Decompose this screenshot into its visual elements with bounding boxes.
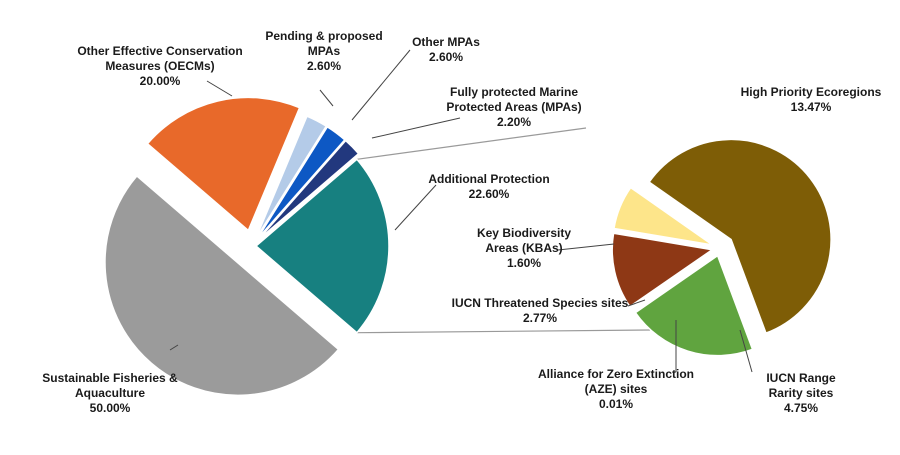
name-label: IUCN Threatened Species sites (452, 296, 629, 310)
sub-slice-iucn-range-rarity-sites (634, 254, 754, 357)
main-slice-additional-protection (254, 158, 390, 334)
name-label: Pending & proposed (265, 29, 382, 43)
value-label: 4.75% (784, 401, 818, 415)
sub-label-iucn-threatened-species-sites: IUCN Threatened Species sites 2.77% (452, 296, 629, 325)
main-label-pending-proposed-mpas: Pending & proposed MPAs 2.60% (265, 29, 382, 73)
main-slice-other-effective-conservation-measures-oecms (146, 96, 301, 232)
main-leader-additional-protection (394, 184, 437, 231)
sub-leader-iucn-threatened-species-sites (627, 299, 646, 307)
value-label: 50.00% (90, 401, 131, 415)
main-label-other-effective-conservation-measures-oecms: Other Effective Conservation Measures (OE… (77, 44, 242, 88)
name-label: Alliance for Zero Extinction (538, 367, 694, 381)
main-label-additional-protection: Additional Protection 22.60% (428, 172, 549, 201)
name-label: (AZE) sites (585, 382, 648, 396)
name-label: Measures (OECMs) (105, 59, 214, 73)
sub-leader-iucn-range-rarity-sites (739, 329, 753, 373)
sub-label-iucn-range-rarity-sites: IUCN Range Rarity sites 4.75% (766, 371, 836, 415)
name-label: Key Biodiversity (477, 226, 571, 240)
leader-lines (169, 49, 753, 373)
name-label: Other MPAs (412, 35, 480, 49)
main-leader-sustainable-fisheries-aquaculture (169, 344, 179, 351)
value-label: 2.60% (429, 50, 463, 64)
sub-leader-key-biodiversity-areas-kbas (557, 243, 615, 251)
name-label: Aquaculture (75, 386, 145, 400)
name-label: MPAs (308, 44, 341, 58)
sub-label-high-priority-ecoregions: High Priority Ecoregions 13.47% (741, 85, 882, 114)
value-label: 20.00% (140, 74, 181, 88)
connector-line-top (356, 127, 587, 160)
main-slice-sustainable-fisheries-aquaculture (104, 174, 340, 397)
main-label-fully-protected-marine-protected-areas-mpas: Fully protected Marine Protected Areas (M… (446, 85, 581, 129)
data-labels: Sustainable Fisheries & Aquaculture 50.00%… (42, 29, 881, 415)
connector-lines (356, 127, 651, 334)
main-leader-other-mpas (351, 49, 411, 121)
sub-slice-alliance-for-zero-extinction-aze-sites (630, 251, 714, 311)
sub-label-key-biodiversity-areas-kbas: Key Biodiversity Areas (KBAs) 1.60% (477, 226, 571, 270)
main-leader-fully-protected-marine-protected-areas-mpas (371, 117, 461, 139)
value-label: 1.60% (507, 256, 541, 270)
main-label-sustainable-fisheries-aquaculture: Sustainable Fisheries & Aquaculture 50.00% (42, 371, 178, 415)
name-label: Sustainable Fisheries & (42, 371, 178, 385)
value-label: 2.77% (523, 311, 557, 325)
sub-slice-key-biodiversity-areas-kbas (613, 186, 714, 246)
main-leader-pending-proposed-mpas (319, 89, 334, 107)
value-label: 22.60% (469, 187, 510, 201)
main-leader-other-effective-conservation-measures-oecms (206, 80, 233, 97)
connector-line-bottom (356, 329, 651, 334)
name-label: Areas (KBAs) (485, 241, 562, 255)
value-label: 2.60% (307, 59, 341, 73)
main-slice-other-mpas (256, 125, 346, 241)
sub-pie (611, 138, 832, 357)
sub-slice-iucn-threatened-species-sites (611, 232, 715, 308)
main-label-other-mpas: Other MPAs 2.60% (412, 35, 480, 64)
main-pie (104, 96, 390, 397)
value-label: 13.47% (791, 100, 832, 114)
sub-label-alliance-for-zero-extinction-aze-sites: Alliance for Zero Extinction (AZE) sites 0… (538, 367, 694, 411)
name-label: High Priority Ecoregions (741, 85, 882, 99)
name-label: Fully protected Marine (450, 85, 578, 99)
main-slice-fully-protected-marine-protected-areas-mpas (257, 139, 360, 241)
value-label: 0.01% (599, 397, 633, 411)
name-label: IUCN Range (766, 371, 836, 385)
name-label: Additional Protection (428, 172, 549, 186)
value-label: 2.20% (497, 115, 531, 129)
main-slice-pending-proposed-mpas (254, 115, 328, 240)
name-label: Rarity sites (769, 386, 834, 400)
name-label: Other Effective Conservation (77, 44, 242, 58)
name-label: Protected Areas (MPAs) (446, 100, 581, 114)
sub-slice-high-priority-ecoregions (648, 138, 832, 335)
